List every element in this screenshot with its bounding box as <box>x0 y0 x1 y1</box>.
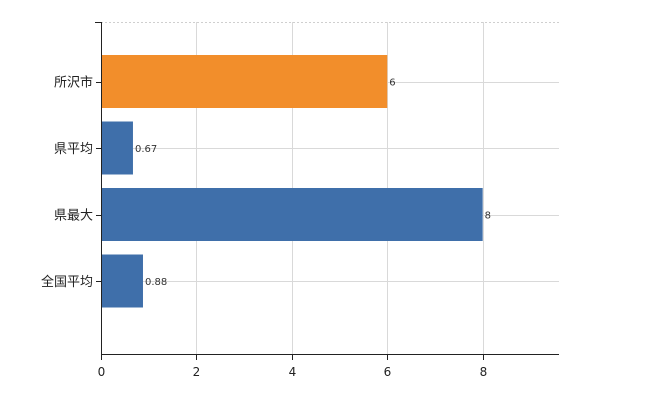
bar-1 <box>101 55 388 108</box>
axis-layer <box>95 22 559 360</box>
bar-2 <box>101 121 133 175</box>
bar-3 <box>101 188 483 241</box>
x-tick-label: 0 <box>98 365 106 379</box>
data-label: 0.67 <box>135 144 157 155</box>
bar-4 <box>101 254 143 308</box>
bars-layer <box>101 55 483 308</box>
x-tick-label: 8 <box>480 365 488 379</box>
x-tick-label: 6 <box>384 365 392 379</box>
data-label: 8 <box>485 211 491 222</box>
x-tick-label: 2 <box>193 365 201 379</box>
category-label: 全国平均 <box>41 274 93 290</box>
category-label: 県平均 <box>54 142 93 157</box>
data-label: 6 <box>389 78 395 89</box>
data-label: 0.88 <box>145 277 167 288</box>
labels-layer: 6 所沢市 0.67 県平均 8 県最大 0.88 全国平均 0 2 4 6 8 <box>41 75 491 380</box>
category-label: 県最大 <box>54 209 93 224</box>
category-label: 所沢市 <box>54 75 93 91</box>
x-tick-label: 4 <box>289 365 297 379</box>
